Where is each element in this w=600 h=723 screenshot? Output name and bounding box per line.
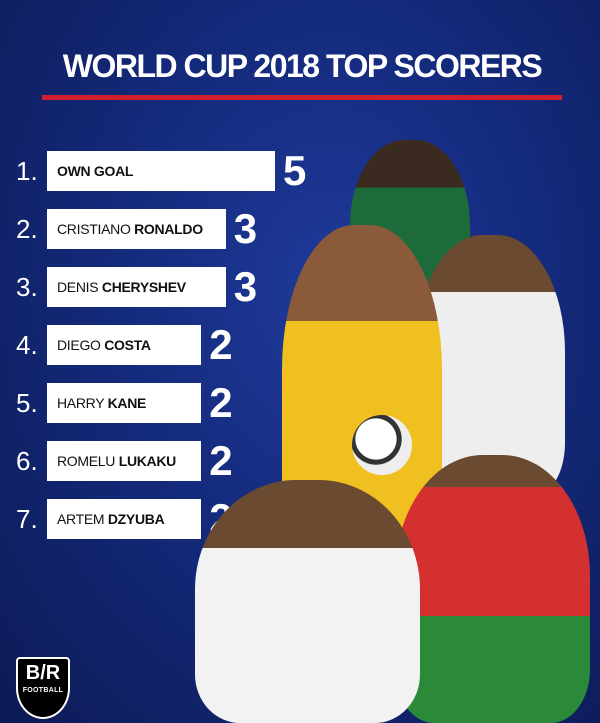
bar: DENIS CHERYSHEV [47, 267, 226, 307]
chart-row: 1. OWN GOAL 5 [0, 147, 600, 194]
title-underline [42, 95, 562, 100]
player-name: DIEGO COSTA [57, 325, 151, 365]
first-name: HARRY [57, 395, 108, 411]
player-name: ROMELU LUKAKU [57, 441, 176, 481]
bar: ARTEM DZYUBA [47, 499, 202, 539]
chart-row: 7. ARTEM DZYUBA 2 [0, 495, 600, 542]
last-name: LUKAKU [118, 453, 177, 469]
goal-count-label: 3 [233, 205, 258, 252]
player-name: OWN GOAL [57, 151, 133, 191]
player-name: CRISTIANO RONALDO [57, 209, 203, 249]
chart-row: 5. HARRY KANE 2 [0, 379, 600, 426]
first-name: DENIS [57, 279, 102, 295]
goal-count-label: 2 [209, 379, 233, 426]
br-football-logo: B/R FOOTBALL [16, 657, 70, 719]
last-name: OWN GOAL [57, 163, 134, 179]
bar: CRISTIANO RONALDO [47, 209, 226, 249]
rank-label: 6. [16, 446, 38, 476]
bar: ROMELU LUKAKU [47, 441, 202, 481]
rank-label: 4. [16, 330, 38, 360]
first-name: CRISTIANO [57, 221, 135, 237]
player-name: ARTEM DZYUBA [57, 499, 165, 539]
goal-count-label: 3 [233, 263, 258, 310]
rank-label: 7. [16, 504, 38, 534]
chart-row: 6. ROMELU LUKAKU 2 [0, 437, 600, 484]
rank-label: 3. [16, 272, 38, 302]
bar: OWN GOAL [47, 151, 275, 191]
player-photo-egypt [195, 480, 420, 723]
chart-row: 4. DIEGO COSTA 2 [0, 321, 600, 368]
chart-title: WORLD CUP 2018 TOP SCORERS [62, 48, 543, 84]
rank-label: 2. [16, 214, 38, 244]
last-name: KANE [107, 395, 147, 411]
goal-count-label: 5 [283, 147, 307, 194]
first-name: ROMELU [57, 453, 119, 469]
first-name: DIEGO [57, 337, 105, 353]
last-name: COSTA [104, 337, 151, 353]
first-name: ARTEM [57, 511, 108, 527]
rank-label: 5. [16, 388, 38, 418]
last-name: RONALDO [134, 221, 203, 237]
player-photo-morocco [395, 455, 590, 723]
football-image [352, 415, 412, 475]
goal-count-label: 2 [209, 437, 233, 484]
bar: HARRY KANE [47, 383, 202, 423]
player-name: DENIS CHERYSHEV [57, 267, 186, 307]
chart-row: 2. CRISTIANO RONALDO 3 [0, 205, 600, 252]
player-name: HARRY KANE [57, 383, 146, 423]
goal-count-label: 2 [209, 321, 233, 368]
chart-row: 3. DENIS CHERYSHEV 3 [0, 263, 600, 310]
last-name: DZYUBA [107, 511, 165, 527]
rank-label: 1. [16, 156, 38, 186]
last-name: CHERYSHEV [101, 279, 186, 295]
bar: DIEGO COSTA [47, 325, 202, 365]
